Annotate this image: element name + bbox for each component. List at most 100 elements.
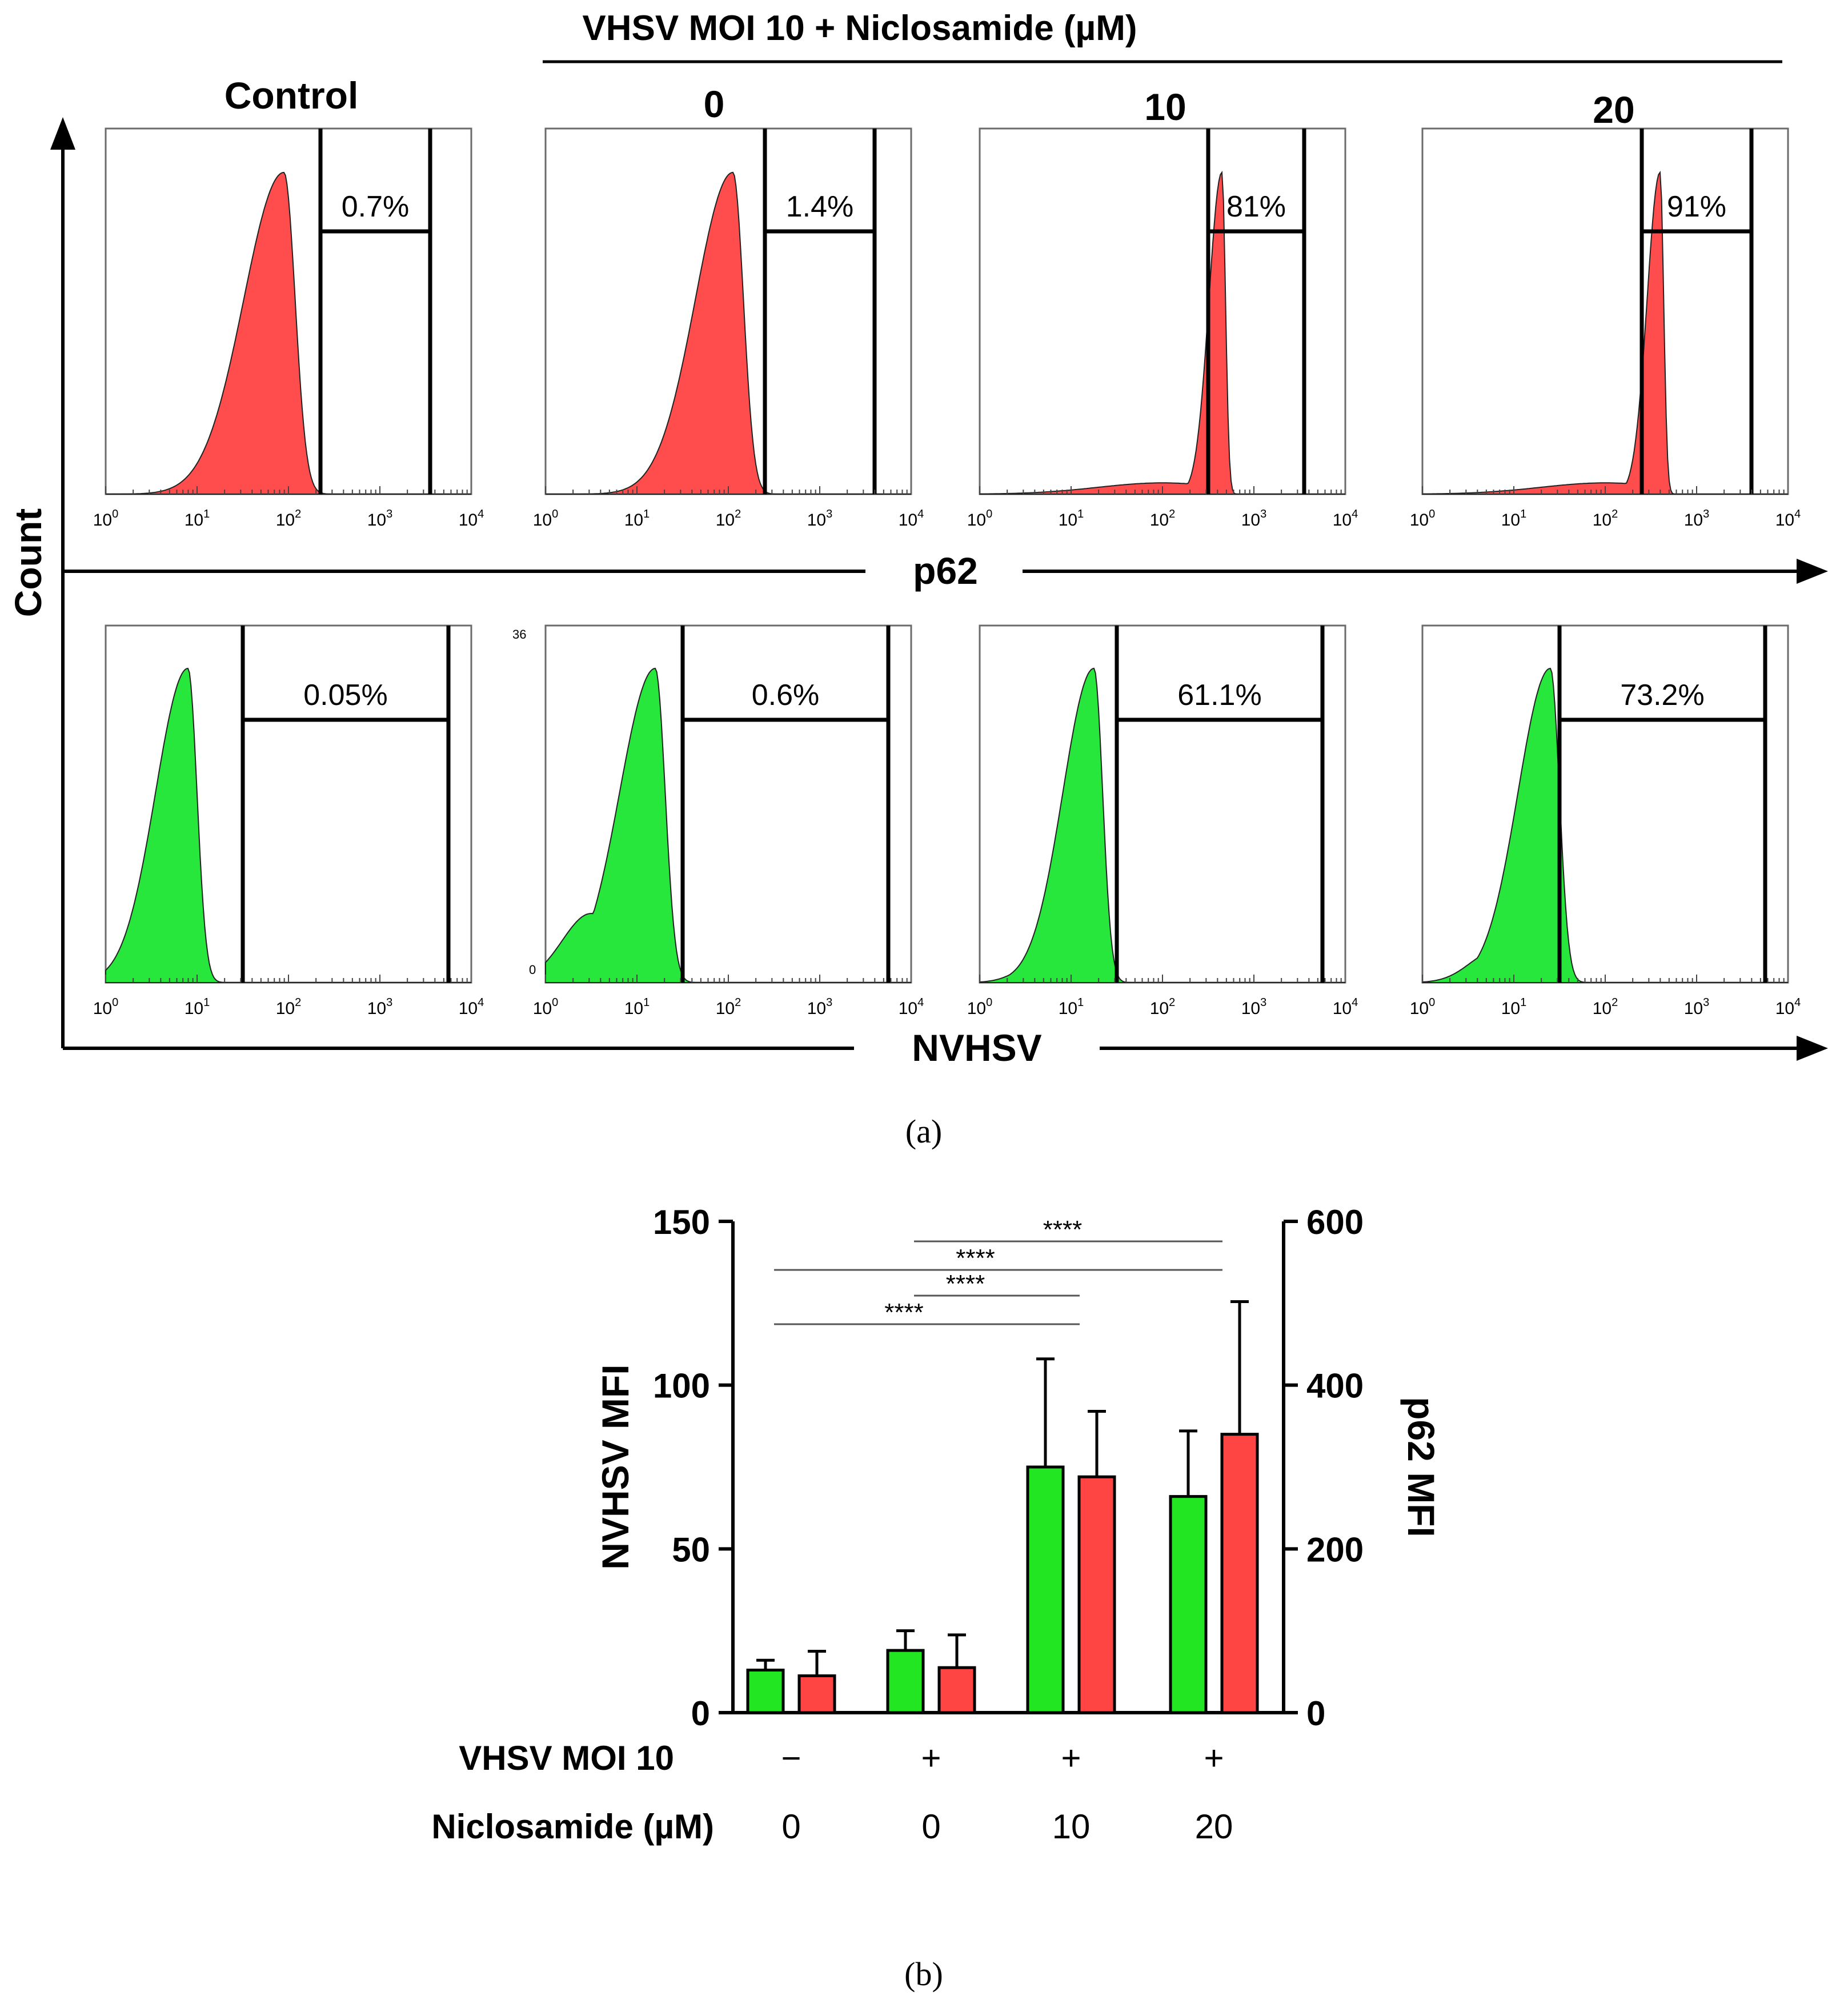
x-tick-exponent: 0 bbox=[552, 996, 558, 1009]
x-tick-label: 101 bbox=[1501, 996, 1527, 1018]
x-tick-exponent: 1 bbox=[643, 996, 650, 1009]
histogram-frame bbox=[1421, 624, 1789, 984]
x-tick-exponent: 1 bbox=[203, 996, 210, 1009]
drug-dose: 0 bbox=[781, 1807, 800, 1846]
histogram-curve bbox=[546, 171, 911, 495]
nvhsv-axis-label: NVHSV bbox=[912, 1027, 1041, 1069]
x-tick-exponent: 0 bbox=[112, 508, 118, 520]
histogram-curve bbox=[1422, 170, 1788, 495]
x-tick-exponent: 2 bbox=[735, 996, 741, 1009]
x-tick-exponent: 4 bbox=[917, 508, 924, 520]
x-tick-exponent: 2 bbox=[1612, 508, 1618, 520]
x-tick-label: 102 bbox=[1593, 996, 1618, 1018]
histogram-frame bbox=[979, 127, 1346, 495]
x-tick-exponent: 3 bbox=[1260, 508, 1266, 520]
gate-percent-label: 0.6% bbox=[752, 679, 820, 712]
x-tick-label: 101 bbox=[624, 996, 650, 1018]
right-axis-tick-label: 0 bbox=[1306, 1694, 1325, 1733]
x-tick-label: 100 bbox=[533, 508, 559, 530]
left-axis-title: NVHSV MFI bbox=[594, 1364, 636, 1569]
x-tick-exponent: 3 bbox=[1703, 508, 1709, 520]
column-label-control: Control bbox=[225, 74, 359, 117]
x-tick-exponent: 2 bbox=[1612, 996, 1618, 1009]
x-tick-label: 100 bbox=[967, 996, 993, 1018]
x-tick-exponent: 3 bbox=[826, 996, 832, 1009]
p62-axis-label: p62 bbox=[913, 550, 978, 592]
right-axis-tick-label: 600 bbox=[1306, 1203, 1364, 1241]
x-tick-label: 103 bbox=[807, 996, 833, 1018]
x-tick-label: 103 bbox=[807, 508, 833, 530]
significance-label: **** bbox=[884, 1298, 924, 1326]
x-tick-exponent: 0 bbox=[986, 996, 992, 1009]
x-tick-exponent: 0 bbox=[1429, 996, 1435, 1009]
bar bbox=[1220, 1433, 1259, 1714]
right-axis-tick-label: 400 bbox=[1306, 1367, 1364, 1405]
x-tick-label: 102 bbox=[1150, 996, 1176, 1018]
x-tick-exponent: 0 bbox=[1429, 508, 1435, 520]
x-tick-label: 104 bbox=[1333, 508, 1358, 530]
x-tick-label: 102 bbox=[716, 996, 741, 1018]
right-axis-title: p62 MFI bbox=[1400, 1397, 1442, 1537]
x-tick-label: 102 bbox=[1150, 508, 1176, 530]
bar bbox=[937, 1666, 976, 1714]
x-tick-label: 104 bbox=[1775, 996, 1801, 1018]
significance-label: **** bbox=[1043, 1216, 1083, 1244]
x-tick-exponent: 4 bbox=[1352, 508, 1358, 520]
gate-percent-label: 0.05% bbox=[303, 679, 387, 712]
drug-dose: 10 bbox=[1052, 1807, 1091, 1846]
x-tick-label: 100 bbox=[1410, 508, 1436, 530]
gate-percent-label: 1.4% bbox=[786, 190, 854, 223]
drug-dose: 0 bbox=[921, 1807, 940, 1846]
x-tick-exponent: 4 bbox=[478, 508, 484, 520]
significance-label: **** bbox=[946, 1270, 985, 1298]
x-tick-exponent: 2 bbox=[295, 508, 301, 520]
gate-percent-label: 73.2% bbox=[1620, 679, 1704, 712]
x-tick-exponent: 3 bbox=[386, 996, 392, 1009]
x-tick-exponent: 1 bbox=[1520, 996, 1526, 1009]
histogram-frame bbox=[979, 624, 1346, 984]
left-axis-tick-label: 150 bbox=[653, 1203, 710, 1241]
virus-sign: − bbox=[781, 1739, 801, 1777]
x-tick-label: 100 bbox=[93, 508, 119, 530]
x-tick-label: 100 bbox=[967, 508, 993, 530]
x-tick-exponent: 2 bbox=[1169, 996, 1175, 1009]
x-tick-label: 104 bbox=[459, 996, 484, 1018]
histogram-curve bbox=[106, 171, 471, 495]
row-label-drug: Niclosamide (µM) bbox=[431, 1807, 714, 1846]
nvhsv-axis-arrowhead bbox=[1797, 1036, 1828, 1061]
x-tick-exponent: 1 bbox=[643, 508, 650, 520]
bar bbox=[1026, 1465, 1065, 1714]
x-tick-label: 101 bbox=[185, 996, 210, 1018]
gate-percent-label: 0.7% bbox=[342, 190, 410, 223]
gate-percent-label: 91% bbox=[1667, 190, 1726, 223]
x-tick-label: 102 bbox=[276, 508, 302, 530]
histogram-curve bbox=[979, 170, 1345, 495]
x-tick-exponent: 2 bbox=[735, 508, 741, 520]
count-axis-label: Count bbox=[7, 508, 49, 618]
bar bbox=[746, 1668, 785, 1714]
x-tick-label: 104 bbox=[1333, 996, 1358, 1018]
x-tick-label: 101 bbox=[1501, 508, 1527, 530]
x-tick-label: 104 bbox=[1775, 508, 1801, 530]
p62-axis-arrowhead bbox=[1797, 559, 1828, 584]
column-label-dose-0: 0 bbox=[704, 83, 725, 125]
x-tick-exponent: 1 bbox=[1077, 996, 1084, 1009]
caption-a: (a) bbox=[905, 1113, 942, 1150]
left-axis-tick-label: 50 bbox=[672, 1530, 710, 1569]
x-tick-label: 101 bbox=[624, 508, 650, 530]
bar bbox=[1077, 1475, 1116, 1714]
histogram-frame bbox=[1421, 127, 1789, 495]
x-tick-exponent: 0 bbox=[112, 996, 118, 1009]
x-tick-label: 104 bbox=[899, 996, 924, 1018]
stray-zero-label: 0 bbox=[529, 963, 536, 977]
bar bbox=[886, 1649, 925, 1714]
count-axis-arrowhead bbox=[50, 117, 75, 150]
x-tick-exponent: 1 bbox=[1077, 508, 1084, 520]
x-tick-exponent: 2 bbox=[1169, 508, 1175, 520]
left-axis-tick-label: 0 bbox=[691, 1694, 710, 1733]
x-tick-exponent: 3 bbox=[826, 508, 832, 520]
column-label-dose-20: 20 bbox=[1593, 89, 1634, 131]
